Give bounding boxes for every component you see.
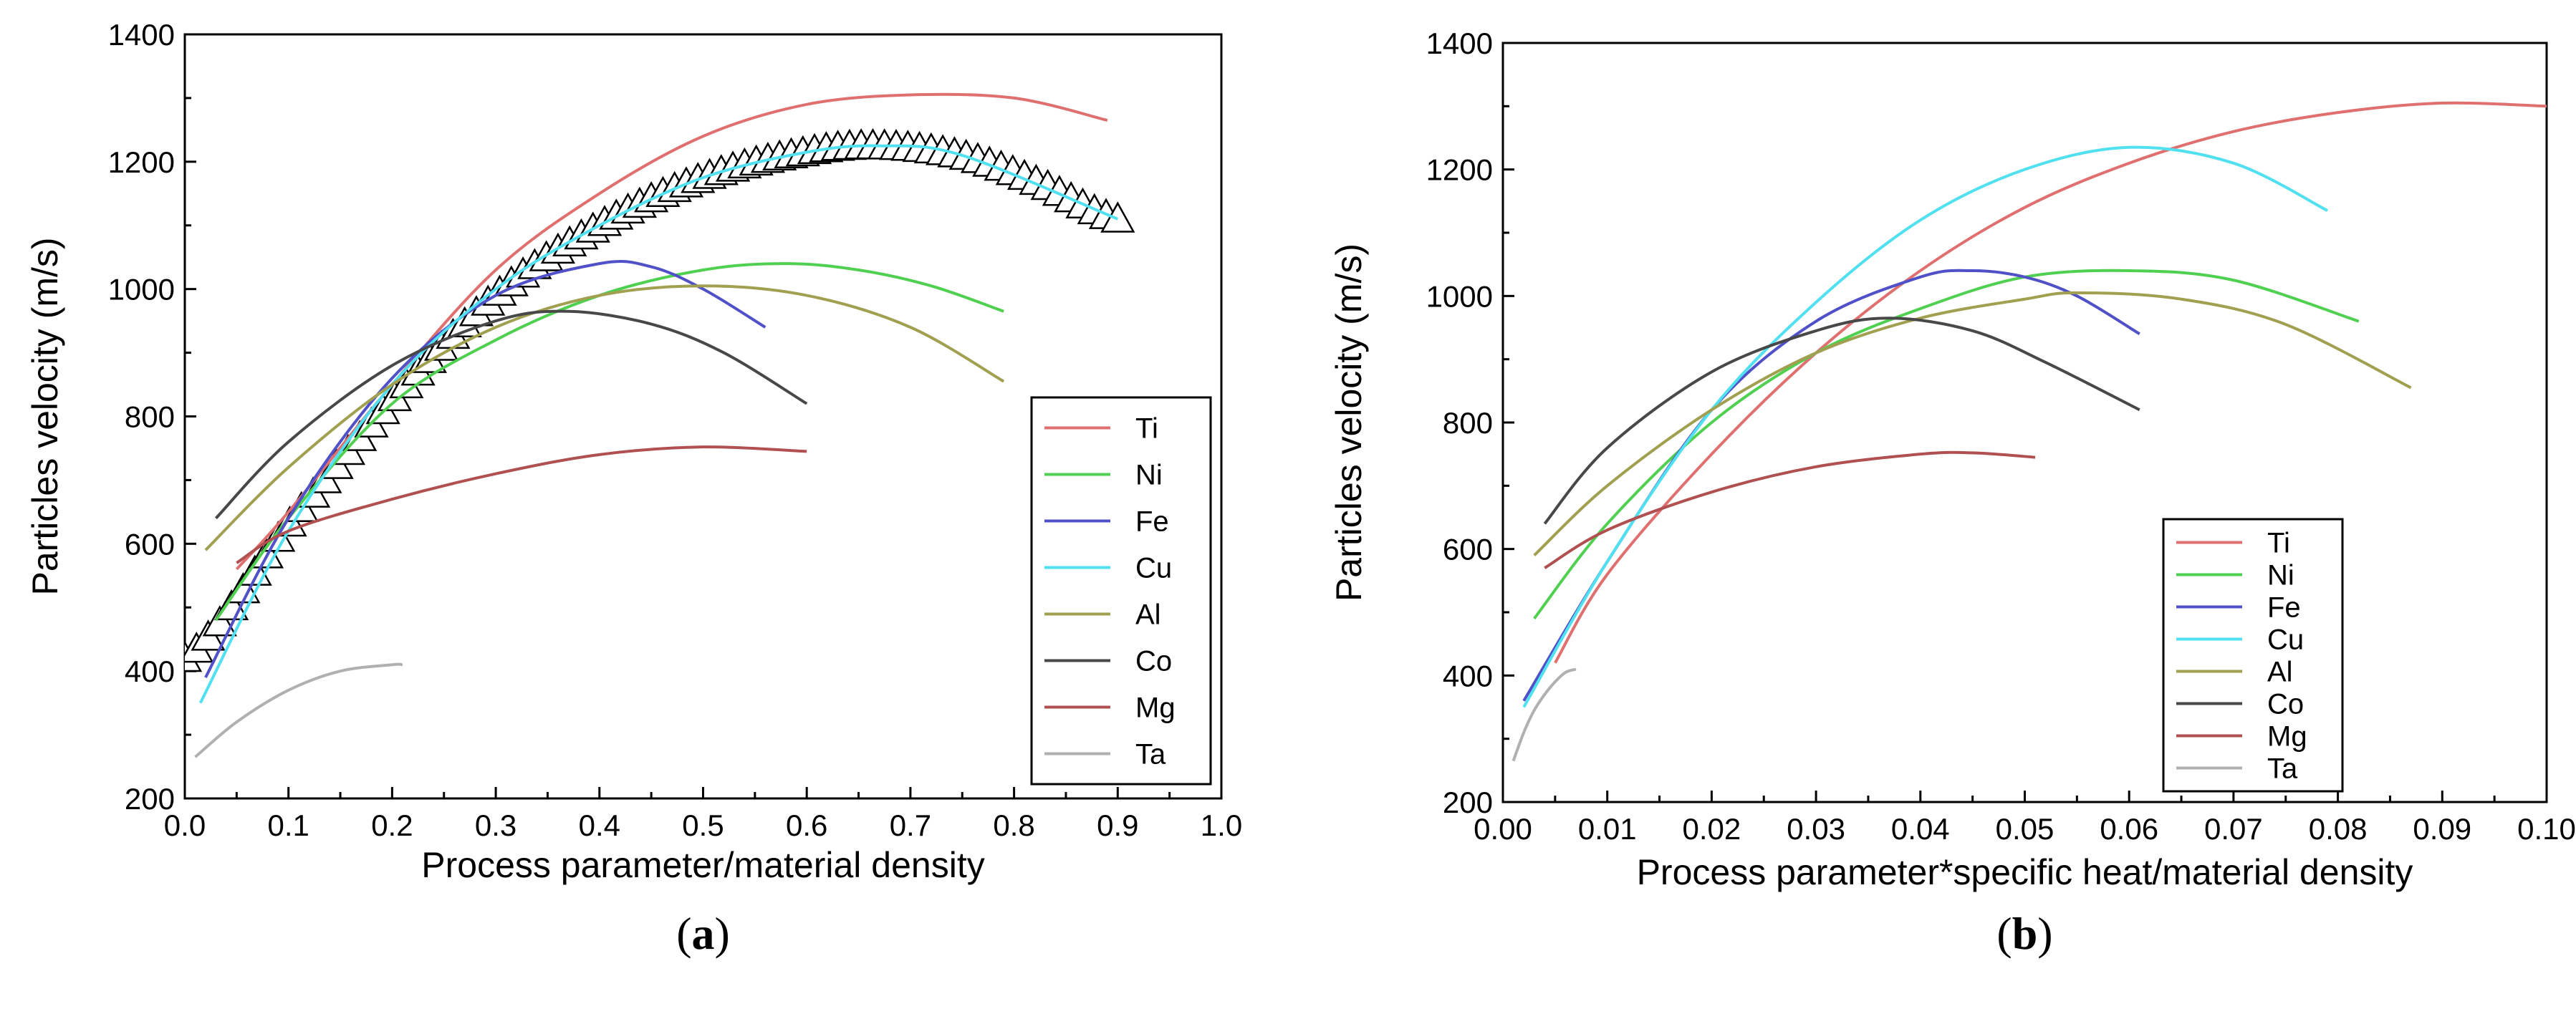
- y-tick-label: 1400: [1426, 26, 1493, 60]
- x-tick-label: 0.00: [1474, 812, 1532, 846]
- y-tick-label: 600: [125, 527, 175, 561]
- series-line-ti: [235, 92, 1108, 571]
- x-tick-label: 0.4: [579, 808, 620, 842]
- x-tick-label: 0.09: [2413, 812, 2471, 846]
- legend-label-co: Co: [1135, 646, 1172, 677]
- plot-frame: [1501, 42, 2548, 803]
- panel-label: (a): [676, 908, 730, 959]
- triangle-marker-series: [185, 127, 1135, 672]
- y-tick-label: 1400: [108, 18, 175, 52]
- x-tick-label: 0.8: [993, 808, 1034, 842]
- x-axis-label: Process parameter*specific heat/material…: [1637, 852, 2413, 892]
- panel-label-letter: b: [2012, 908, 2038, 959]
- legend-label-al: Al: [1135, 599, 1161, 631]
- y-tick-label: 1200: [1426, 153, 1493, 187]
- x-tick-label: 0.07: [2204, 812, 2263, 846]
- y-tick-label: 400: [125, 655, 175, 688]
- series-line-ta: [194, 662, 403, 758]
- panel-label-close: ): [715, 908, 730, 959]
- series-line-ta: [1512, 667, 1577, 762]
- y-tick-label: 1200: [108, 145, 175, 179]
- legend: Ti Ni Fe Cu Al Co Mg Ta: [1030, 396, 1212, 786]
- x-tick-label: 0.1: [268, 808, 309, 842]
- x-tick-label: 0.05: [1996, 812, 2054, 846]
- legend-label-fe: Fe: [1135, 506, 1169, 538]
- x-tick-label: 0.08: [2309, 812, 2368, 846]
- chart-b: 0.00 0.01 0.02 0.03 0.04 0.05 0.06 0.07 0.08 0.09…: [1329, 26, 2576, 959]
- legend-label-ti: Ti: [1135, 413, 1158, 445]
- x-tick-label: 0.03: [1787, 812, 1845, 846]
- y-tick-label: 200: [1443, 786, 1493, 819]
- x-tick-label: 0.04: [1891, 812, 1950, 846]
- panel-label-open: (: [1996, 908, 2012, 959]
- legend-label-ni: Ni: [2267, 560, 2294, 591]
- legend-label-co: Co: [2267, 689, 2304, 720]
- legend-label-ta: Ta: [2267, 753, 2298, 785]
- legend-label-ta: Ta: [1135, 739, 1166, 771]
- legend-label-ti: Ti: [2267, 528, 2290, 559]
- y-axis-label: Particles velocity (m/s): [25, 237, 65, 595]
- triangle-marker: [1100, 201, 1135, 233]
- x-tick-label: 0.5: [682, 808, 724, 842]
- x-tick-label: 0.0: [164, 808, 206, 842]
- series-line-fe: [204, 259, 766, 678]
- x-axis-label: Process parameter/material density: [421, 845, 984, 885]
- series-line-fe: [1522, 269, 2140, 702]
- y-axis-label: Particles velocity (m/s): [1329, 243, 1369, 602]
- y-tick-label: 200: [125, 782, 175, 816]
- y-tick-label: 400: [1443, 659, 1493, 692]
- legend-box: [2162, 518, 2344, 793]
- x-tick-label: 0.2: [371, 808, 413, 842]
- triangle-marker: [202, 605, 237, 637]
- series-line-cu: [198, 144, 1119, 704]
- x-tick-label: 0.7: [890, 808, 931, 842]
- x-tick-label: 0.01: [1578, 812, 1637, 846]
- series-line-ni: [1533, 269, 2360, 620]
- series-line-ti: [1554, 101, 2547, 664]
- panel-label-close: ): [2037, 908, 2052, 959]
- series-line-mg: [236, 445, 807, 564]
- series-line-co: [1543, 317, 2140, 525]
- chart-a: 0.0 0.1 0.2 0.3 0.4 0.5 0.6 0.7 0.8 0.9 1.0 200 400 6…: [25, 18, 1242, 959]
- x-tick-label: 0.06: [2100, 812, 2158, 846]
- x-tick-label: 0.3: [475, 808, 516, 842]
- x-tick-label: 0.02: [1683, 812, 1741, 846]
- x-tick-label: 0.9: [1097, 808, 1138, 842]
- y-tick-label: 1000: [1426, 279, 1493, 313]
- y-tick-label: 800: [125, 400, 175, 434]
- legend-label-mg: Mg: [1135, 692, 1176, 724]
- y-tick-label: 1000: [108, 273, 175, 306]
- legend-label-cu: Cu: [1135, 553, 1172, 584]
- legend-label-fe: Fe: [2267, 592, 2301, 624]
- panel-label-open: (: [676, 908, 691, 959]
- series-line-co: [214, 309, 808, 520]
- legend-box: [1030, 396, 1212, 786]
- series-line-mg: [1544, 450, 2036, 569]
- x-tick-label: 0.10: [2517, 812, 2576, 846]
- y-tick-label: 800: [1443, 406, 1493, 440]
- panel-label: (b): [1996, 908, 2052, 959]
- y-tick-label: 600: [1443, 533, 1493, 566]
- legend-label-al: Al: [2267, 657, 2293, 688]
- x-tick-label: 1.0: [1201, 808, 1242, 842]
- x-tick-label: 0.6: [786, 808, 827, 842]
- panel-label-letter: a: [692, 908, 715, 959]
- legend-label-ni: Ni: [1135, 460, 1163, 491]
- series-line-al: [204, 284, 1005, 551]
- series-line-al: [1533, 291, 2412, 556]
- series-line-cu: [1522, 145, 2328, 708]
- legend-label-mg: Mg: [2267, 721, 2307, 753]
- legend-label-cu: Cu: [2267, 624, 2304, 656]
